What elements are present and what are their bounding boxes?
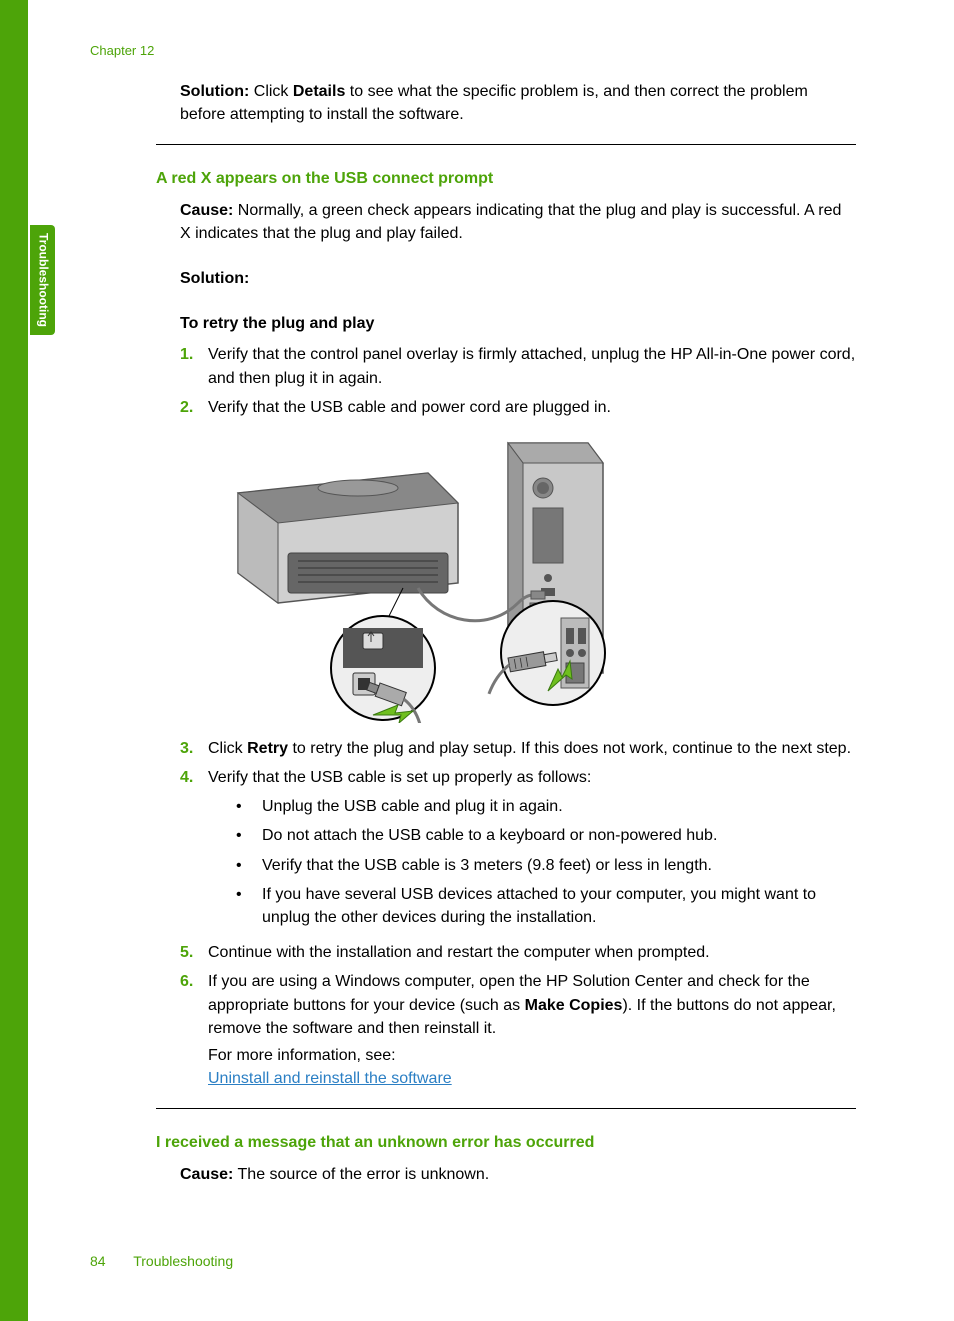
- uninstall-reinstall-link[interactable]: Uninstall and reinstall the software: [208, 1070, 452, 1087]
- bullet-item: If you have several USB devices attached…: [226, 883, 856, 929]
- step-text: Continue with the installation and resta…: [208, 941, 856, 964]
- section-title-red-x: A red X appears on the USB connect promp…: [156, 167, 856, 190]
- step-number: 1.: [180, 343, 208, 389]
- more-info-label: For more information, see:: [208, 1044, 856, 1067]
- cause-text-2: The source of the error is unknown.: [233, 1166, 489, 1183]
- step-number: 6.: [180, 970, 208, 1090]
- chapter-header: Chapter 12: [90, 42, 154, 61]
- step-item: 5. Continue with the installation and re…: [180, 941, 856, 964]
- step-item: 6. If you are using a Windows computer, …: [180, 970, 856, 1090]
- step-item: 3. Click Retry to retry the plug and pla…: [180, 737, 856, 760]
- solution-label: Solution:: [180, 83, 249, 100]
- retry-bold: Retry: [247, 740, 288, 757]
- solution-label-2: Solution:: [180, 267, 856, 290]
- cause-label-2: Cause:: [180, 1166, 233, 1183]
- cause-text: Normally, a green check appears indicati…: [180, 202, 841, 242]
- step-text: Verify that the USB cable is set up prop…: [208, 766, 856, 935]
- step3-after: to retry the plug and play setup. If thi…: [288, 740, 851, 757]
- bullet-list: Unplug the USB cable and plug it in agai…: [226, 795, 856, 929]
- divider: [156, 144, 856, 145]
- footer-section: Troubleshooting: [133, 1253, 233, 1269]
- left-accent-bar: [0, 0, 28, 1321]
- inset-printer-port: [331, 616, 435, 723]
- page-footer: 84 Troubleshooting: [90, 1251, 233, 1271]
- step4-text: Verify that the USB cable is set up prop…: [208, 769, 591, 786]
- step-number: 3.: [180, 737, 208, 760]
- step-number: 2.: [180, 396, 208, 419]
- steps-list-cont: 3. Click Retry to retry the plug and pla…: [180, 737, 856, 1090]
- divider: [156, 1108, 856, 1109]
- usb-connection-figure: [208, 433, 608, 723]
- sidebar-tab: Troubleshooting: [30, 225, 55, 335]
- step-item: 2. Verify that the USB cable and power c…: [180, 396, 856, 419]
- solution-details-bold: Details: [293, 83, 345, 100]
- bullet-item: Verify that the USB cable is 3 meters (9…: [226, 854, 856, 877]
- step-text: Verify that the USB cable and power cord…: [208, 396, 856, 419]
- step-item: 1. Verify that the control panel overlay…: [180, 343, 856, 389]
- step3-before: Click: [208, 740, 247, 757]
- step-text: If you are using a Windows computer, ope…: [208, 970, 856, 1090]
- inset-computer-port: [483, 601, 605, 705]
- solution-paragraph: Solution: Click Details to see what the …: [180, 80, 856, 126]
- step-text: Verify that the control panel overlay is…: [208, 343, 856, 389]
- step-number: 4.: [180, 766, 208, 935]
- make-copies-bold: Make Copies: [525, 997, 623, 1014]
- step-item: 4. Verify that the USB cable is set up p…: [180, 766, 856, 935]
- retry-title: To retry the plug and play: [180, 312, 856, 335]
- bullet-item: Unplug the USB cable and plug it in agai…: [226, 795, 856, 818]
- page-content: Solution: Click Details to see what the …: [156, 80, 856, 1192]
- printer-icon: [238, 473, 458, 603]
- section-title-unknown-error: I received a message that an unknown err…: [156, 1131, 856, 1154]
- bullet-item: Do not attach the USB cable to a keyboar…: [226, 824, 856, 847]
- step-number: 5.: [180, 941, 208, 964]
- page-number: 84: [90, 1253, 106, 1269]
- solution-text-before: Click: [249, 83, 293, 100]
- cause-paragraph-2: Cause: The source of the error is unknow…: [180, 1163, 856, 1186]
- cause-paragraph: Cause: Normally, a green check appears i…: [180, 199, 856, 245]
- cause-label: Cause:: [180, 202, 233, 219]
- step-text: Click Retry to retry the plug and play s…: [208, 737, 856, 760]
- steps-list: 1. Verify that the control panel overlay…: [180, 343, 856, 419]
